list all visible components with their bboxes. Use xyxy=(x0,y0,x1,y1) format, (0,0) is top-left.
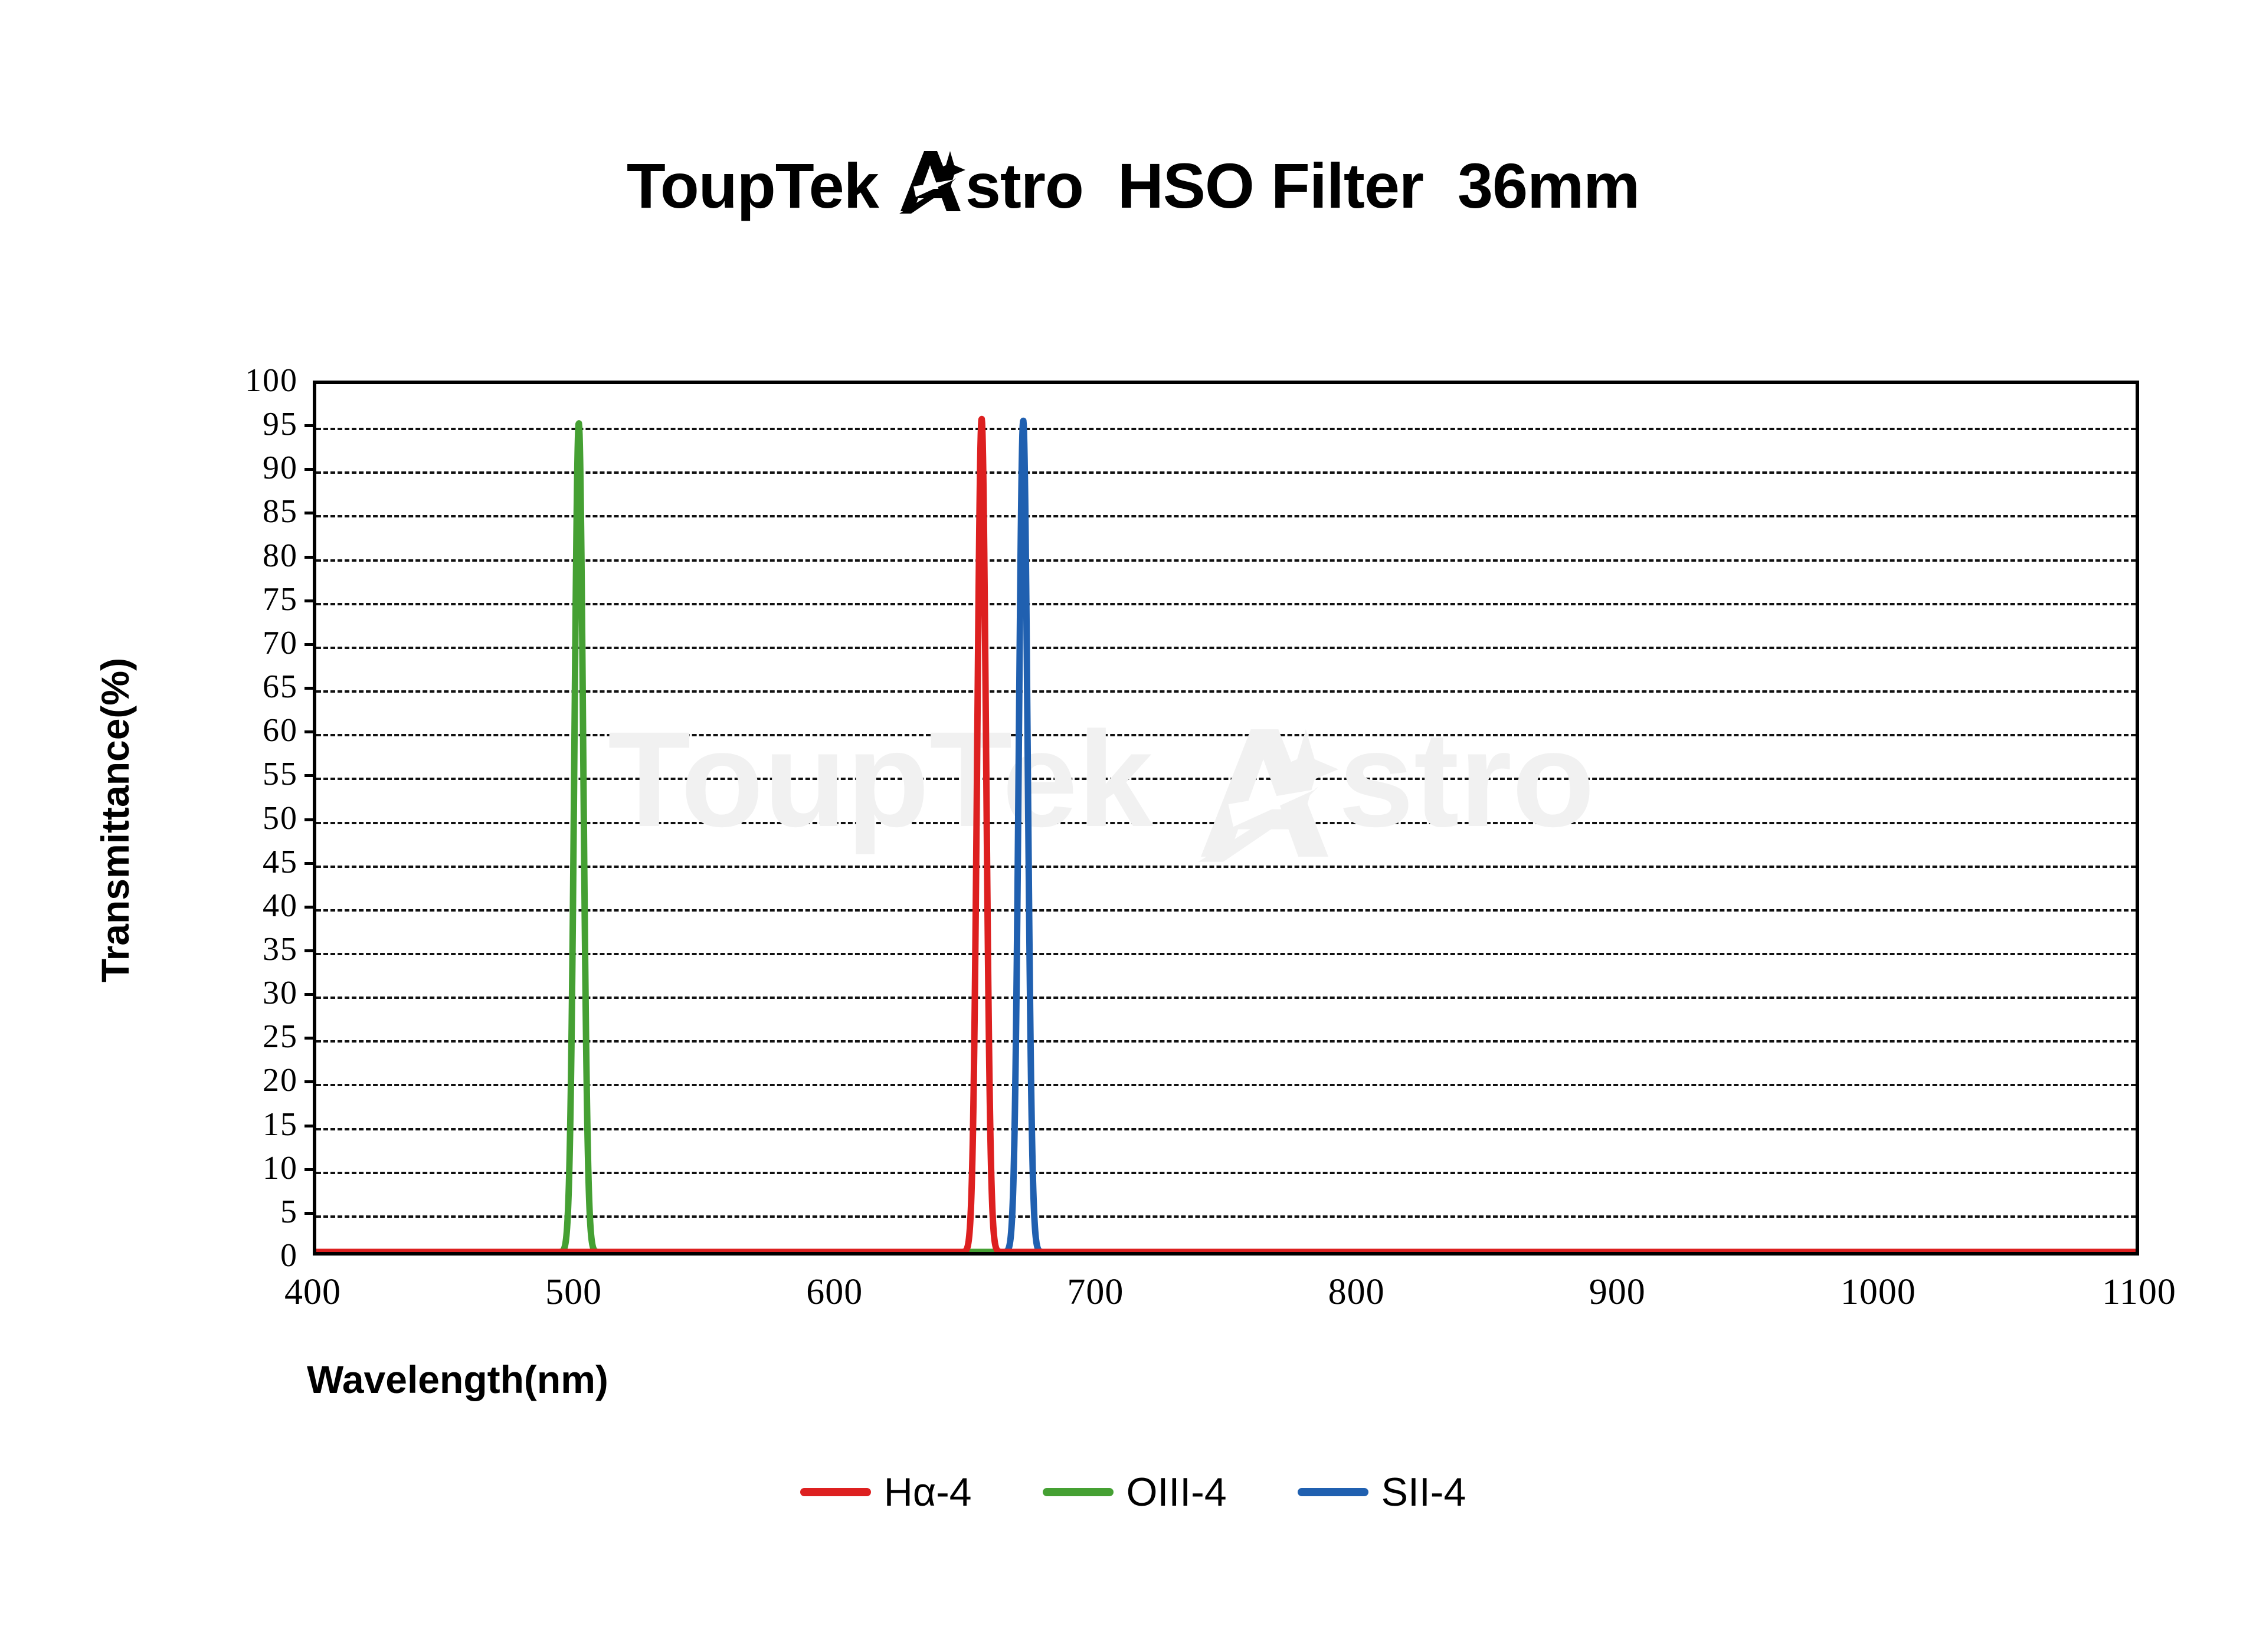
y-axis-tick-mark xyxy=(304,468,315,471)
gridline xyxy=(316,1084,2136,1087)
y-axis-tick-mark xyxy=(304,555,315,559)
y-axis-tick-mark xyxy=(304,861,315,865)
legend-color-swatch xyxy=(1042,1488,1114,1496)
page-title: ToupTek stro HSO Filter 36mm xyxy=(0,142,2266,222)
gridline xyxy=(316,1127,2136,1130)
gridline xyxy=(316,1040,2136,1043)
legend-label: SII-4 xyxy=(1381,1470,1466,1515)
legend-label: Hα-4 xyxy=(883,1470,972,1515)
legend-item[interactable]: OIII-4 xyxy=(1042,1469,1227,1515)
y-axis-tick-label: 50 xyxy=(263,799,298,837)
x-axis-tick-label: 800 xyxy=(1328,1272,1385,1312)
legend-item[interactable]: Hα-4 xyxy=(800,1469,972,1515)
y-axis-tick-label: 95 xyxy=(263,406,298,443)
title-brand-part2: stro xyxy=(965,150,1084,221)
y-axis-tick-mark xyxy=(304,905,315,909)
chart-legend: Hα-4 OIII-4 SII-4 xyxy=(0,1469,2266,1515)
gridline xyxy=(316,690,2136,693)
gridline xyxy=(316,1171,2136,1174)
gridline xyxy=(316,428,2136,431)
legend-item[interactable]: SII-4 xyxy=(1297,1469,1466,1515)
plot-inner xyxy=(316,384,2136,1252)
legend-color-swatch xyxy=(800,1488,871,1496)
y-axis-tick-label: 30 xyxy=(263,975,298,1012)
y-axis-tick-mark xyxy=(304,599,315,602)
title-brand-part1: ToupTek xyxy=(626,150,896,221)
y-axis-tick-mark xyxy=(304,993,315,997)
y-axis-tick-mark xyxy=(304,1124,315,1127)
series-line-oiii-4 xyxy=(316,420,2136,1252)
y-axis-tick-mark xyxy=(304,687,315,690)
y-axis-tick-mark xyxy=(304,1211,315,1215)
y-axis-tick-label: 5 xyxy=(280,1193,298,1230)
y-axis-tick-label: 70 xyxy=(263,624,298,661)
y-axis-tick-label: 20 xyxy=(263,1062,298,1099)
y-axis-tick-label: 75 xyxy=(263,581,298,618)
y-axis-tick-label: 40 xyxy=(263,887,298,924)
y-axis-tick-label: 10 xyxy=(263,1149,298,1186)
y-axis-tick-label: 60 xyxy=(263,712,298,749)
gridline xyxy=(316,646,2136,649)
y-axis-tick-mark xyxy=(304,949,315,952)
y-axis-tick-mark xyxy=(304,1080,315,1084)
x-axis-tick-label: 1000 xyxy=(1840,1272,1916,1312)
x-axis-tick-label: 1100 xyxy=(2102,1272,2176,1312)
y-axis-tick-label: 80 xyxy=(263,537,298,574)
gridline xyxy=(316,515,2136,518)
y-axis-tick-label: 90 xyxy=(263,450,298,487)
y-axis-title: Transmittance(%) xyxy=(93,657,137,983)
y-axis-tick-label: 25 xyxy=(263,1018,298,1056)
y-axis-tick-label: 55 xyxy=(263,756,298,793)
gridline xyxy=(316,559,2136,562)
title-product: HSO Filter 36mm xyxy=(1083,150,1640,221)
y-axis-tick-label: 15 xyxy=(263,1106,298,1143)
series-line-h-4 xyxy=(316,415,2136,1252)
gridline xyxy=(316,997,2136,999)
legend-label: OIII-4 xyxy=(1126,1470,1227,1515)
spectral-curves xyxy=(316,415,2136,1252)
x-axis-tick-label: 700 xyxy=(1067,1272,1124,1312)
y-axis-tick-mark xyxy=(304,1168,315,1171)
x-axis-tick-label: 600 xyxy=(806,1272,863,1312)
y-axis-tick-mark xyxy=(304,424,315,428)
y-axis-tick-mark xyxy=(304,774,315,778)
gridline xyxy=(316,909,2136,912)
y-axis-tick-label: 100 xyxy=(245,362,298,399)
x-axis-tick-label: 400 xyxy=(284,1272,341,1312)
series-line-sii-4 xyxy=(316,417,2136,1252)
x-axis-tick-label: 500 xyxy=(545,1272,602,1312)
y-axis-tick-mark xyxy=(304,1037,315,1040)
y-axis-tick-label: 45 xyxy=(263,843,298,880)
gridline xyxy=(316,1215,2136,1218)
x-axis-title: Wavelength(nm) xyxy=(307,1358,608,1401)
y-axis-tick-label: 85 xyxy=(263,493,298,530)
y-axis-tick-mark xyxy=(304,730,315,734)
gridline xyxy=(316,471,2136,474)
y-axis-tick-label: 0 xyxy=(280,1237,298,1274)
legend-color-swatch xyxy=(1297,1488,1368,1496)
chart-plot-area xyxy=(313,381,2139,1256)
gridline xyxy=(316,865,2136,868)
astro-star-logo-icon xyxy=(896,148,965,214)
y-axis-tick-mark xyxy=(304,818,315,821)
gridline xyxy=(316,952,2136,955)
y-axis-tick-mark xyxy=(304,512,315,515)
x-axis-tick-label: 900 xyxy=(1589,1272,1646,1312)
gridline xyxy=(316,602,2136,605)
y-axis-tick-label: 65 xyxy=(263,668,298,706)
y-axis-tick-mark xyxy=(304,643,315,646)
y-axis-tick-label: 35 xyxy=(263,930,298,968)
